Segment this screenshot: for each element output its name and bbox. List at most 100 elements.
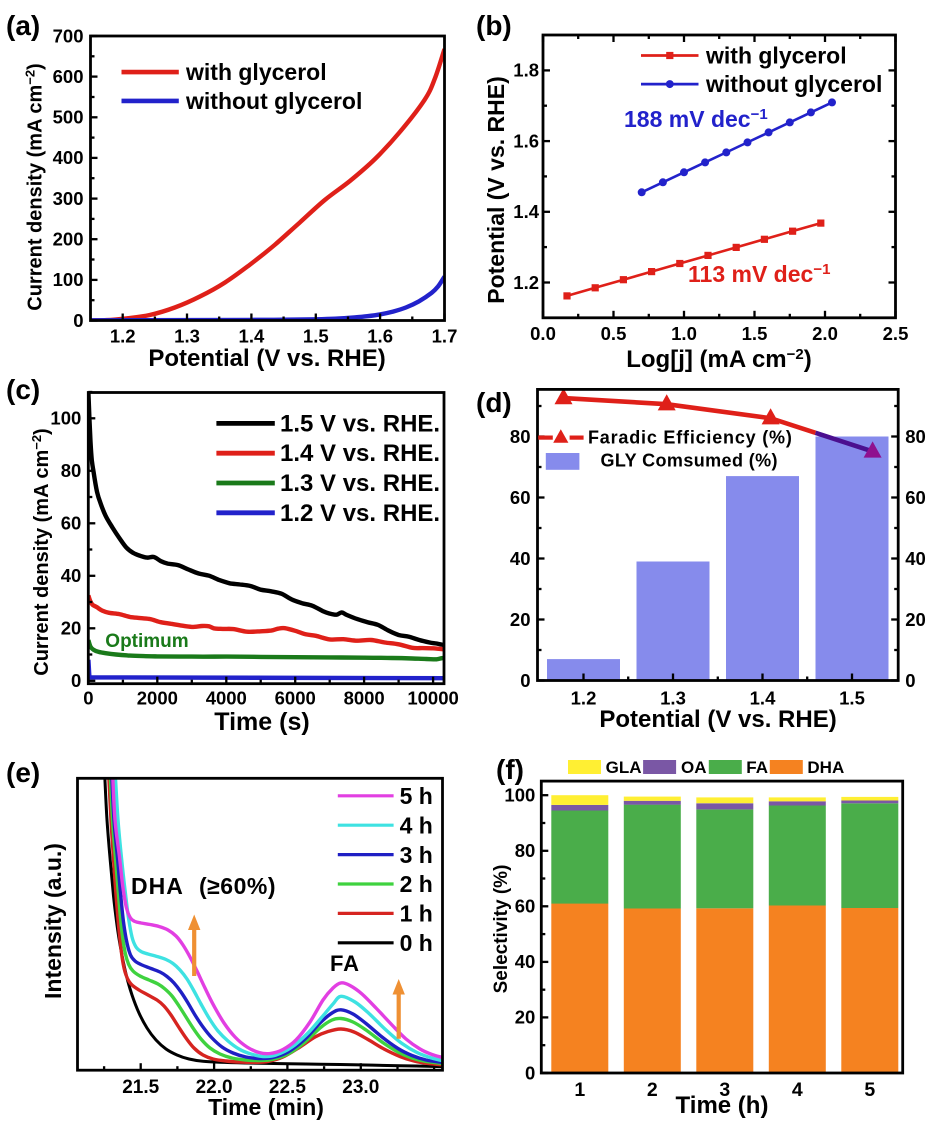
svg-text:(d): (d) — [476, 387, 512, 418]
svg-text:Intensity (a.u.): Intensity (a.u.) — [40, 843, 66, 999]
svg-text:8000: 8000 — [344, 688, 385, 709]
svg-text:3 h: 3 h — [400, 842, 433, 868]
svg-text:1.5: 1.5 — [742, 323, 768, 344]
svg-text:0: 0 — [71, 670, 81, 691]
svg-text:60: 60 — [61, 513, 82, 534]
svg-text:without glycerol: without glycerol — [185, 88, 362, 114]
svg-text:DHA: DHA — [131, 873, 184, 899]
svg-text:Log[j] (mA cm−2): Log[j] (mA cm−2) — [626, 346, 812, 374]
svg-text:5: 5 — [864, 1079, 875, 1101]
svg-text:4: 4 — [792, 1079, 803, 1101]
svg-text:1.2: 1.2 — [513, 272, 539, 293]
svg-text:0: 0 — [520, 670, 530, 691]
svg-text:80: 80 — [510, 426, 531, 447]
svg-text:1.3: 1.3 — [660, 688, 686, 709]
svg-text:0.0: 0.0 — [530, 323, 556, 344]
svg-text:500: 500 — [53, 107, 84, 128]
svg-text:OA: OA — [681, 758, 707, 777]
svg-text:1 h: 1 h — [400, 901, 433, 927]
svg-text:Potential (V vs. RHE): Potential (V vs. RHE) — [148, 345, 385, 372]
svg-text:Potential (V vs. RHE): Potential (V vs. RHE) — [483, 76, 509, 303]
svg-text:20: 20 — [905, 609, 926, 630]
svg-text:22.0: 22.0 — [196, 1077, 233, 1098]
svg-text:Time (min): Time (min) — [208, 1094, 324, 1120]
svg-text:188 mV dec−1: 188 mV dec−1 — [624, 106, 768, 133]
svg-text:(≥60%): (≥60%) — [199, 873, 276, 899]
svg-text:FA: FA — [330, 951, 360, 976]
svg-text:400: 400 — [53, 147, 84, 168]
svg-text:(b): (b) — [476, 10, 512, 41]
svg-text:0: 0 — [73, 310, 83, 331]
svg-text:80: 80 — [61, 460, 82, 481]
svg-text:10000: 10000 — [407, 688, 458, 709]
svg-text:0: 0 — [525, 1062, 535, 1083]
svg-text:5 h: 5 h — [400, 783, 433, 809]
svg-text:2.0: 2.0 — [812, 323, 838, 344]
svg-text:300: 300 — [53, 188, 84, 209]
svg-text:1.4: 1.4 — [239, 326, 265, 347]
svg-text:0.5: 0.5 — [601, 323, 627, 344]
svg-text:2: 2 — [647, 1079, 658, 1101]
svg-text:22.5: 22.5 — [269, 1077, 306, 1098]
svg-text:100: 100 — [50, 408, 81, 429]
svg-text:1.7: 1.7 — [432, 326, 458, 347]
svg-text:3: 3 — [719, 1079, 730, 1101]
svg-text:Faradic Efficiency (%): Faradic Efficiency (%) — [588, 428, 793, 448]
svg-text:1.8: 1.8 — [513, 60, 539, 81]
svg-text:Potential (V vs. RHE): Potential (V vs. RHE) — [599, 706, 836, 733]
svg-text:with glycerol: with glycerol — [705, 43, 847, 69]
svg-text:(f): (f) — [496, 754, 524, 785]
svg-text:23.0: 23.0 — [342, 1077, 379, 1098]
svg-text:1.2 V vs. RHE.: 1.2 V vs. RHE. — [280, 500, 440, 527]
svg-text:600: 600 — [53, 66, 84, 87]
svg-text:2.5: 2.5 — [883, 323, 909, 344]
svg-text:40: 40 — [61, 565, 82, 586]
svg-text:1.0: 1.0 — [671, 323, 697, 344]
svg-text:0: 0 — [83, 688, 93, 709]
svg-text:Selectivity (%): Selectivity (%) — [491, 865, 512, 994]
svg-text:1.6: 1.6 — [513, 130, 539, 151]
svg-text:1.3 V vs. RHE.: 1.3 V vs. RHE. — [280, 470, 440, 497]
svg-text:(a): (a) — [6, 10, 40, 41]
svg-text:60: 60 — [515, 896, 536, 917]
svg-text:40: 40 — [515, 951, 536, 972]
svg-text:with glycerol: with glycerol — [185, 59, 327, 85]
svg-text:100: 100 — [504, 785, 535, 806]
svg-text:60: 60 — [905, 487, 926, 508]
svg-text:1.4 V vs. RHE.: 1.4 V vs. RHE. — [280, 440, 440, 467]
svg-text:1.5: 1.5 — [839, 688, 865, 709]
svg-text:1.2: 1.2 — [571, 688, 597, 709]
svg-text:80: 80 — [515, 840, 536, 861]
svg-text:1.5 V vs. RHE.: 1.5 V vs. RHE. — [280, 410, 440, 437]
svg-text:21.5: 21.5 — [122, 1077, 159, 1098]
svg-text:2000: 2000 — [137, 688, 178, 709]
svg-text:GLY Comsumed (%): GLY Comsumed (%) — [601, 451, 778, 471]
svg-text:20: 20 — [61, 618, 82, 639]
svg-text:20: 20 — [515, 1007, 536, 1028]
svg-text:Time (s): Time (s) — [214, 708, 309, 736]
svg-text:0: 0 — [905, 670, 915, 691]
svg-text:1.4: 1.4 — [513, 201, 539, 222]
svg-text:700: 700 — [53, 25, 84, 46]
svg-text:20: 20 — [510, 609, 531, 630]
svg-text:1.6: 1.6 — [367, 326, 393, 347]
svg-text:0 h: 0 h — [400, 930, 433, 956]
svg-text:1.4: 1.4 — [750, 688, 776, 709]
svg-text:Time (h): Time (h) — [676, 1092, 769, 1119]
svg-text:without glycerol: without glycerol — [705, 71, 882, 97]
svg-text:1: 1 — [574, 1079, 585, 1101]
svg-text:113 mV dec−1: 113 mV dec−1 — [688, 261, 830, 288]
svg-text:40: 40 — [510, 548, 531, 569]
svg-text:100: 100 — [53, 269, 84, 290]
svg-text:Current density (mA cm−2): Current density (mA cm−2) — [22, 63, 47, 310]
svg-text:FA: FA — [746, 758, 768, 777]
svg-text:1.5: 1.5 — [303, 326, 329, 347]
svg-text:4 h: 4 h — [400, 812, 433, 838]
svg-text:(c): (c) — [6, 374, 40, 405]
svg-text:200: 200 — [53, 229, 84, 250]
svg-text:60: 60 — [510, 487, 531, 508]
svg-text:DHA: DHA — [807, 758, 844, 777]
svg-text:80: 80 — [905, 426, 926, 447]
svg-text:1.3: 1.3 — [174, 326, 200, 347]
svg-text:(e): (e) — [6, 757, 40, 788]
